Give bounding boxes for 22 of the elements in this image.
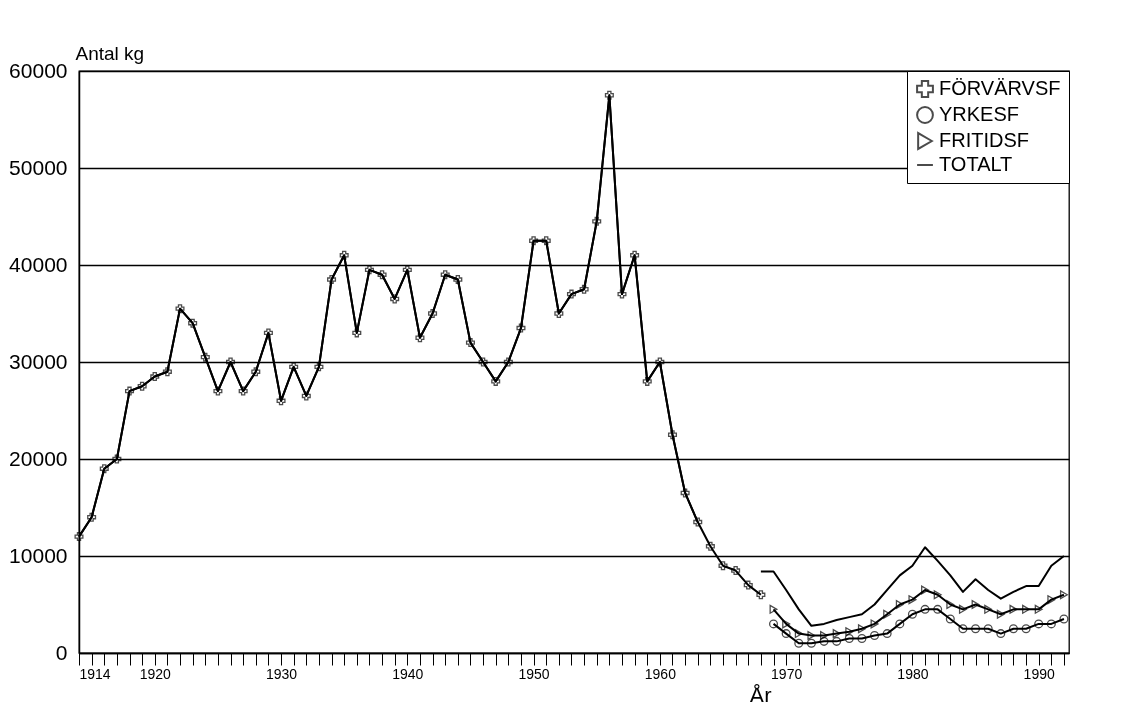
x-axis-title: År — [749, 682, 772, 702]
x-tick-label: 1960 — [644, 665, 677, 682]
y-tick-label: 60000 — [9, 58, 68, 82]
x-tick-label: 1940 — [392, 665, 424, 682]
x-tick-label: 1920 — [139, 665, 172, 682]
x-tick-label: 1914 — [79, 665, 111, 682]
legend-label: YRKESF — [939, 103, 1020, 125]
x-tick-label: 1990 — [1023, 665, 1055, 682]
y-tick-label: 40000 — [9, 252, 68, 276]
y-tick-label: 30000 — [9, 349, 68, 373]
legend-label: FÖRVÄRVSF — [939, 77, 1061, 99]
y-tick-label: 20000 — [9, 446, 68, 470]
x-tick-label: 1980 — [897, 665, 929, 682]
y-axis-title: Antal kg — [75, 42, 145, 64]
legend-label: FRITIDSF — [939, 129, 1029, 151]
y-tick-label: 50000 — [9, 155, 68, 179]
x-tick-label: 1970 — [771, 665, 803, 682]
y-tick-label: 10000 — [9, 543, 68, 567]
legend-label: TOTALT — [939, 153, 1013, 175]
x-tick-label: 1930 — [265, 665, 298, 682]
x-tick-label: 1950 — [518, 665, 550, 682]
y-tick-label: 0 — [55, 640, 68, 664]
